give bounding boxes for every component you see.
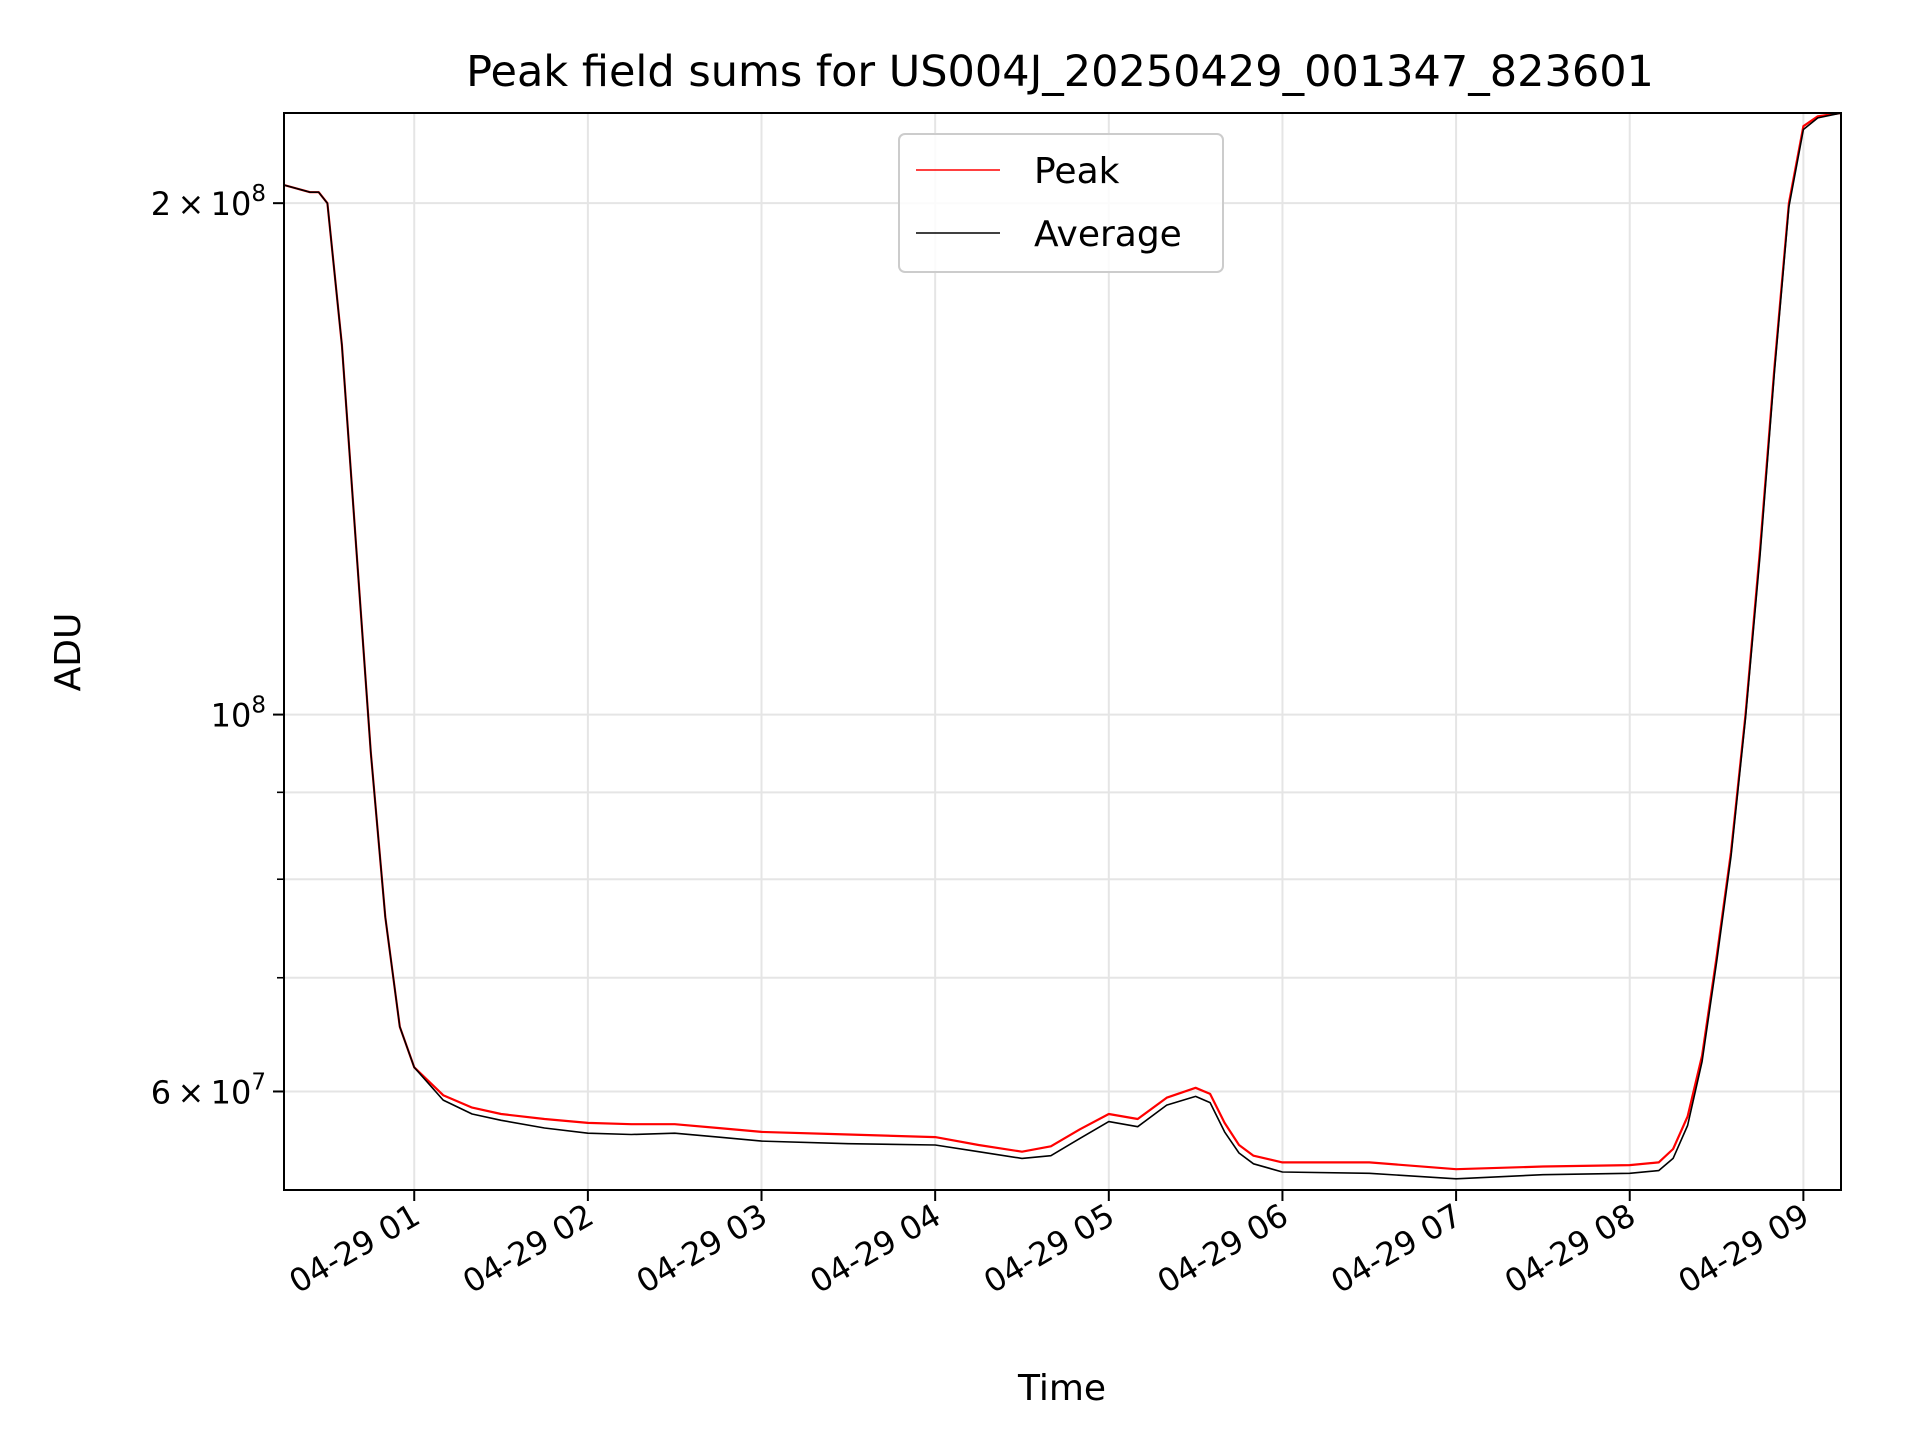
plot-frame [283,112,1842,1191]
y-tick-label: 6 × 107 [151,1069,266,1111]
y-axis-label: ADU [48,613,89,692]
y-tick-label: 108 [211,693,266,735]
legend: Peak Average [898,133,1224,273]
chart-title: Peak field sums for US004J_20250429_0013… [466,47,1654,97]
legend-label-average: Average [1034,214,1182,255]
series-layer [284,113,1841,1180]
y-tick-label: 2 × 108 [151,181,266,223]
series-line-average [284,113,1841,1180]
y-axis: 6 × 107 108 2 × 108 [151,181,284,1111]
legend-box [898,133,1224,273]
legend-label-peak: Peak [1034,151,1120,192]
x-axis-label: Time [1017,1368,1106,1409]
